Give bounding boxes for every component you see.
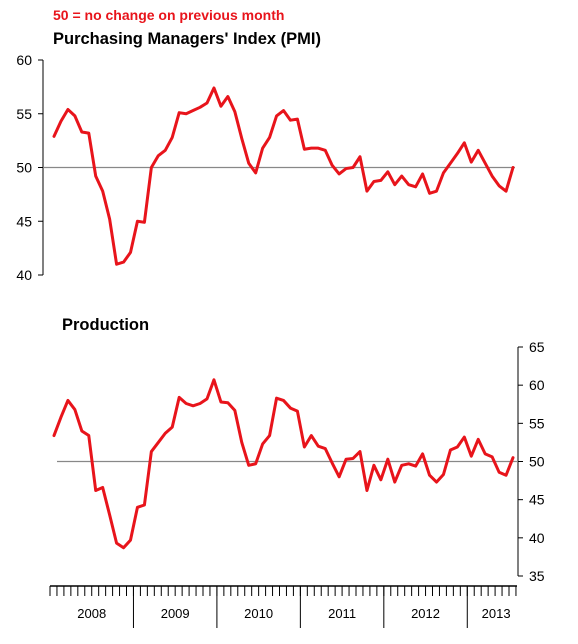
year-label: 2012: [411, 606, 440, 621]
pmi-y-tick-label: 55: [16, 106, 32, 122]
pmi-series-line: [52, 86, 515, 266]
prod-y-tick-label: 35: [529, 568, 545, 584]
year-label: 2013: [482, 606, 511, 621]
prod-y-tick-label: 60: [529, 377, 545, 393]
prod-y-tick-label: 65: [529, 339, 545, 355]
pmi-y-tick-label: 50: [16, 160, 32, 176]
pmi-y-tick-label: 60: [16, 52, 32, 68]
pmi-y-tick-label: 45: [16, 213, 32, 229]
pmi-y-tick-label: 40: [16, 267, 32, 283]
prod-y-tick-label: 40: [529, 530, 545, 546]
year-label: 2011: [328, 606, 356, 621]
year-label: 2009: [161, 606, 190, 621]
baseline-note: 50 = no change on previous month: [53, 7, 284, 23]
year-label: 2010: [244, 606, 273, 621]
pmi-y-ticks: 40 45 50 55 60: [16, 52, 43, 283]
prod-y-tick-label: 45: [529, 492, 545, 508]
year-label: 2008: [77, 606, 106, 621]
production-chart-title: Production: [62, 316, 149, 334]
time-axis: 2008 2009 2010 2011 2012 2013: [49, 585, 517, 628]
production-series-line: [52, 378, 515, 550]
pmi-chart-title: Purchasing Managers' Index (PMI): [53, 30, 321, 48]
production-y-ticks: 35 40 45 50 55 60 65: [518, 339, 545, 584]
prod-y-tick-label: 55: [529, 415, 545, 431]
prod-y-tick-label: 50: [529, 454, 545, 470]
